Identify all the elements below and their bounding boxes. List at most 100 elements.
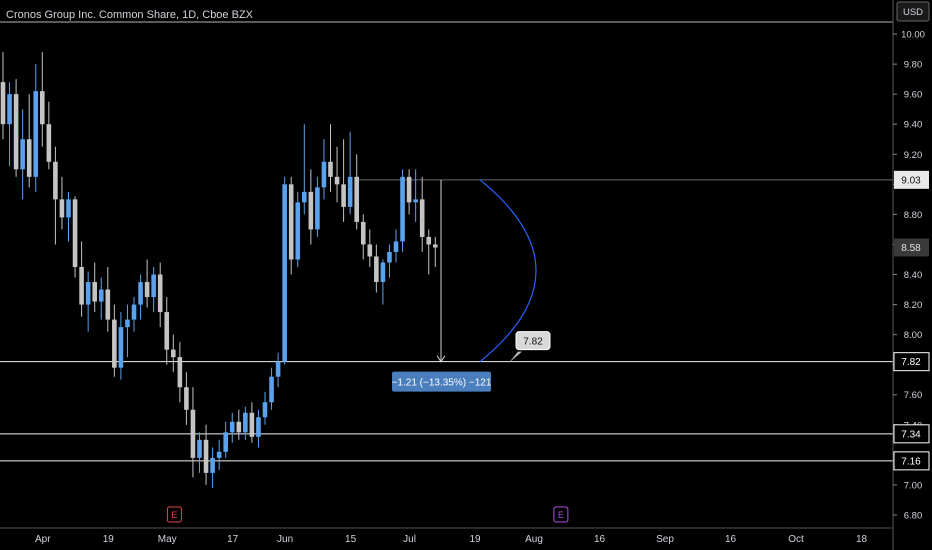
line-price-label: 7.16 [901,456,921,467]
chart-title: Cronos Group Inc. Common Share, 1D, Cboe… [6,9,253,21]
candle-body [354,176,359,222]
candle-body [374,256,379,283]
candle-body [380,262,386,283]
candle-body [66,199,71,218]
candle-body [334,176,340,185]
price-tick-label: 9.80 [904,60,923,71]
candle-body [72,199,78,267]
candle-body [33,91,39,177]
callout-box [515,331,551,351]
price-axis[interactable]: 10.2010.009.809.609.409.209.008.808.608.… [892,0,930,550]
price-tick-label: 9.40 [904,120,923,131]
range-label: −1.21 (−13.35%) −121 [392,378,492,389]
price-tick-label: 8.00 [904,330,923,341]
candle-body [295,202,301,260]
candle-body [40,91,45,125]
candle-body [184,387,189,410]
candle-body [393,241,399,252]
candle-body [419,199,425,237]
candle-body [249,412,255,437]
candle-body [46,124,52,162]
candle-body [210,457,215,473]
candle-body [229,421,235,433]
candle-body [13,94,19,170]
currency-box [896,1,930,22]
price-tick-label: 8.20 [904,300,923,311]
candle-body [223,432,228,452]
time-tick-label: May [158,534,177,545]
candle-body [20,139,25,170]
price-label: 8.58 [901,243,921,254]
time-tick-label: Sep [656,534,674,545]
price-label: 9.03 [901,175,921,186]
candle-body [360,221,366,245]
callout-pointer [509,351,522,363]
candle-body [190,409,196,458]
range-label-box [392,371,491,392]
price-tick-label: 10.00 [901,30,925,41]
time-axis[interactable]: Apr 19 May 17 Jun 15 Jul 19 Aug 16 Sep 16 Oct 18 [0,527,893,545]
candle-body [98,289,104,302]
candle-body [112,319,117,368]
candle-body [144,282,150,298]
candle-body [243,412,248,433]
candle-body [26,139,32,177]
candle-body [400,176,405,242]
candle-body [269,376,274,403]
time-tick-label: 15 [345,534,357,545]
candle-body [157,274,163,313]
candle-body [275,361,281,377]
time-tick-label: Aug [525,534,543,545]
candle-body [288,184,294,260]
candle-body [433,244,438,248]
currency-label: USD [903,7,923,18]
time-tick-label: Oct [788,534,804,545]
candle-body [177,357,183,388]
candle-body [341,184,346,207]
price-tick-label: 6.80 [904,510,923,521]
candle-body [308,191,314,230]
price-tick-label: 9.20 [904,150,923,161]
candle-body [413,199,418,203]
candle-body [92,282,97,302]
line-price-box [893,424,930,444]
price-tick-label: 8.40 [904,270,923,281]
price-tick-label: 8.80 [904,210,923,221]
time-tick-label: 17 [227,534,239,545]
candle-body [131,304,137,320]
candle-body [367,244,373,257]
candle-body [406,176,412,203]
time-tick-label: Jun [277,534,293,545]
time-tick-label: 19 [469,534,481,545]
line-price-box [893,451,930,471]
candle-body [53,161,58,200]
candle-body [256,417,261,437]
line-price-label: 7.34 [901,429,921,440]
candle-body [197,439,202,458]
candle-body [315,187,320,230]
candle-body [0,82,6,125]
candle-body [7,94,12,125]
candle-body [236,421,242,433]
candle-body [282,184,287,362]
earnings-marker [166,506,182,523]
time-tick-label: 16 [594,534,606,545]
candle-body [79,267,84,305]
time-tick-label: 18 [856,534,868,545]
projection-curve [479,179,537,363]
candle-body [426,236,432,245]
time-tick-label: Jul [403,534,416,545]
horizontal-lines [0,21,893,462]
time-tick-label: 16 [725,534,737,545]
price-label-box [894,238,929,257]
candle-body [59,199,65,218]
price-tick-label: 7.60 [904,390,923,401]
earnings-marker-label: E [171,510,177,520]
range-arrow-head [436,355,446,363]
callout-label: 7.82 [523,337,543,348]
price-tick-label: 7.00 [904,480,923,491]
earnings-marker [553,506,569,523]
candlesticks [0,52,438,488]
